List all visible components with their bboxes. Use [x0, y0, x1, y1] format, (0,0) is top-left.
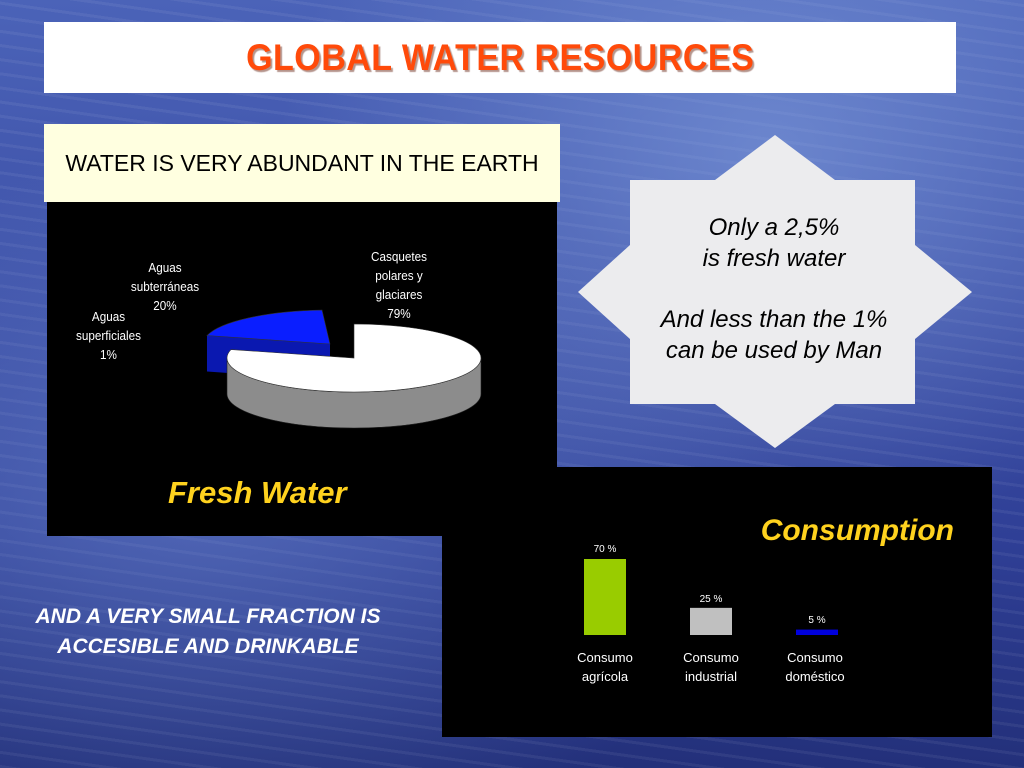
bottom-statement: AND A VERY SMALL FRACTION IS ACCESIBLE A… — [35, 605, 381, 658]
pie-slice-casquetes — [226, 323, 482, 429]
pie-label-superficiales-line2: superficiales — [75, 328, 142, 343]
bar-category-industrial: Consumo industrial — [661, 648, 761, 686]
star-line-3: And less than the 1% — [660, 306, 888, 333]
star-callout-text: Only a 2,5% is fresh water And less than… — [620, 212, 928, 366]
pie-label-casquetes-line1: Casquetes — [371, 249, 427, 264]
abundant-heading-box: WATER IS VERY ABUNDANT IN THE EARTH — [44, 124, 560, 202]
fresh-water-pie — [206, 309, 482, 429]
bar-category-domestico-line1: Consumo — [787, 650, 843, 665]
bar-category-industrial-line2: industrial — [684, 669, 738, 684]
pie-label-subterraneas: Aguas subterráneas 20% — [120, 258, 210, 315]
pie-value-superficiales: 1% — [100, 347, 117, 362]
consumption-bars — [584, 559, 838, 635]
consumption-title: Consumption — [760, 514, 954, 547]
pie-label-superficiales: Aguas superficiales 1% — [66, 307, 152, 364]
pie-label-casquetes-line2: polares y — [375, 268, 423, 283]
fresh-water-chart-panel: Casquetes polares y glaciares 79% Aguas … — [47, 202, 557, 536]
bar-category-domestico: Consumo doméstico — [765, 648, 865, 686]
bar-industrial — [690, 607, 732, 635]
bar-category-industrial-line1: Consumo — [683, 650, 739, 665]
bar-category-agricola: Consumo agrícola — [555, 648, 655, 686]
bar-value-agricola: 70 % — [593, 544, 617, 555]
bar-agricola — [584, 559, 626, 635]
pie-label-subterraneas-line1: Aguas — [148, 260, 182, 275]
star-line-4: can be used by Man — [665, 337, 883, 364]
star-line-2: is fresh water — [702, 245, 846, 272]
pie-value-casquetes: 79% — [387, 306, 411, 321]
slide-title: GLOBAL WATER RESOURCES — [245, 36, 755, 78]
pie-label-casquetes-line3: glaciares — [375, 287, 423, 302]
bar-domestico — [796, 629, 838, 635]
pie-label-subterraneas-line2: subterráneas — [130, 279, 200, 294]
pie-slice-casquetes-top — [226, 323, 482, 393]
bar-value-domestico: 5 % — [808, 615, 826, 626]
pie-label-superficiales-line1: Aguas — [91, 309, 126, 324]
bar-value-industrial: 25 % — [699, 594, 723, 605]
star-line-1: Only a 2,5% — [708, 214, 840, 241]
pie-slice-subterraneas-top — [206, 309, 331, 345]
star-callout-polygon — [578, 135, 972, 448]
abundant-heading: WATER IS VERY ABUNDANT IN THE EARTH — [65, 150, 539, 176]
fresh-water-title: Fresh Water — [168, 475, 347, 510]
consumption-chart-panel: Consumption 70 % 25 % 5 % Consumo agríco… — [442, 467, 992, 737]
star-callout-shape — [578, 135, 972, 448]
bar-category-agricola-line2: agrícola — [581, 669, 629, 684]
title-box: GLOBAL WATER RESOURCES — [44, 22, 956, 93]
pie-label-casquetes: Casquetes polares y glaciares 79% — [363, 247, 435, 323]
pie-value-subterraneas: 20% — [153, 298, 177, 313]
bar-category-agricola-line1: Consumo — [577, 650, 633, 665]
bar-category-domestico-line2: doméstico — [785, 669, 845, 684]
